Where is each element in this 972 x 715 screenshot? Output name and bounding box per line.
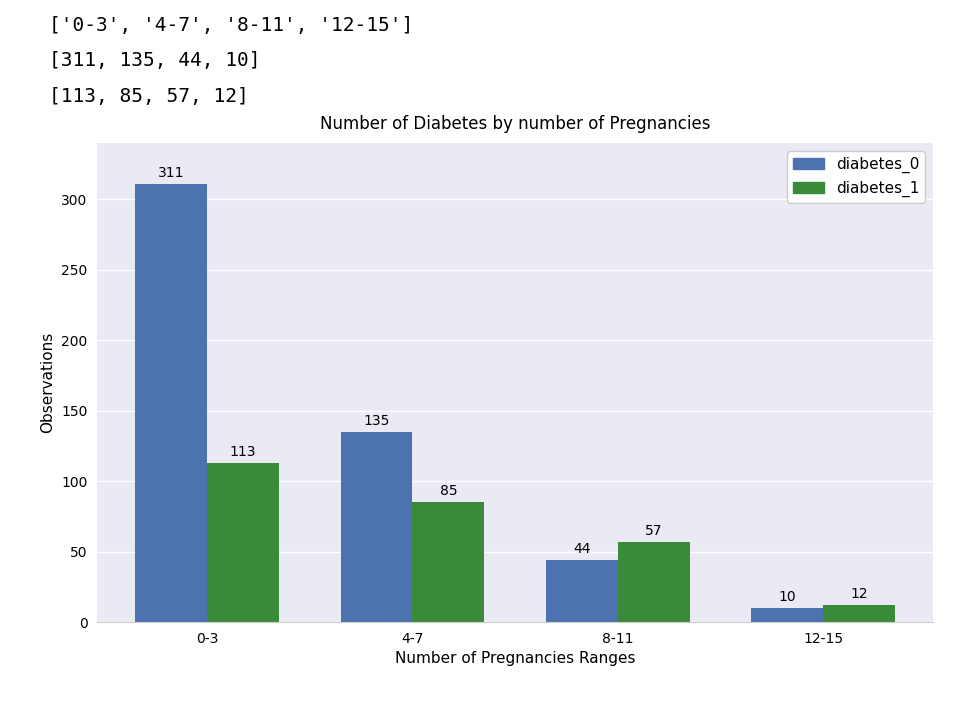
Bar (412, 502, 484, 622)
Title: Number of Diabetes by number of Pregnancies: Number of Diabetes by number of Pregnanc… (320, 115, 711, 133)
Text: [311, 135, 44, 10]: [311, 135, 44, 10] (49, 51, 260, 71)
Bar (340, 432, 412, 622)
Text: 10: 10 (779, 590, 796, 603)
Bar (823, 605, 895, 622)
Text: 12: 12 (850, 587, 868, 601)
Text: 57: 57 (645, 523, 663, 538)
Bar (207, 463, 279, 622)
Bar (546, 560, 618, 622)
Text: ['0-3', '4-7', '8-11', '12-15']: ['0-3', '4-7', '8-11', '12-15'] (49, 16, 413, 35)
Text: 311: 311 (157, 166, 185, 179)
X-axis label: Number of Pregnancies Ranges: Number of Pregnancies Ranges (395, 651, 636, 666)
Text: 113: 113 (229, 445, 257, 458)
Legend: diabetes_0, diabetes_1: diabetes_0, diabetes_1 (787, 151, 925, 203)
Bar (618, 542, 690, 622)
Text: 44: 44 (573, 542, 591, 556)
Text: 85: 85 (439, 484, 457, 498)
Bar (135, 184, 207, 622)
Text: [113, 85, 57, 12]: [113, 85, 57, 12] (49, 87, 249, 107)
Bar (751, 608, 823, 622)
Y-axis label: Observations: Observations (41, 332, 55, 433)
Text: 135: 135 (364, 413, 390, 428)
